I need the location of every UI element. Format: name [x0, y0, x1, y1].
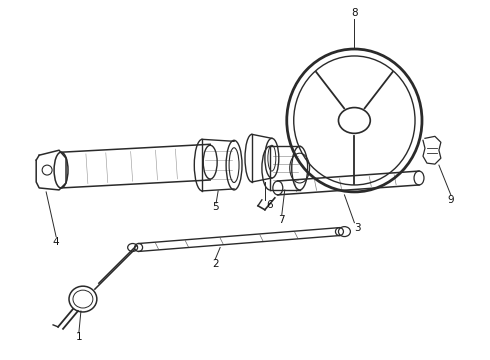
Text: 9: 9: [447, 195, 454, 205]
Text: 4: 4: [53, 237, 59, 247]
Text: 1: 1: [75, 332, 82, 342]
Text: 3: 3: [354, 222, 361, 233]
Text: 6: 6: [267, 200, 273, 210]
Text: 7: 7: [278, 215, 285, 225]
Text: 2: 2: [212, 259, 219, 269]
Text: 8: 8: [351, 8, 358, 18]
Text: 5: 5: [212, 202, 219, 212]
